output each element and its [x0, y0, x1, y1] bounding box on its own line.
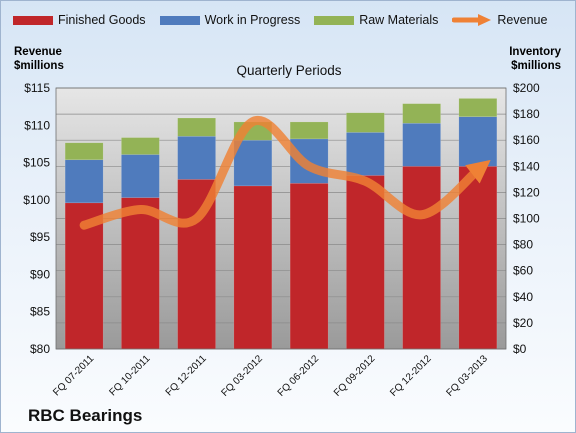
left-tick-label: $95 [30, 230, 50, 244]
legend-item-wip: Work in Progress [159, 13, 301, 27]
wip-swatch [159, 15, 200, 25]
category-label: FQ 09-2012 [332, 353, 378, 399]
right-tick-label: $0 [513, 342, 527, 356]
category-label: FQ 06-2012 [276, 353, 322, 399]
left-tick-label: $80 [30, 342, 50, 356]
right-tick-label: $60 [513, 264, 533, 278]
bar-raw-materials [64, 142, 104, 161]
left-tick-label: $110 [24, 118, 50, 132]
legend-item-revenue: Revenue [452, 13, 547, 27]
bar-raw-materials [346, 112, 385, 133]
left-axis-title-line1: Revenue [14, 46, 62, 58]
left-tick-label: $100 [23, 193, 50, 207]
category-label: FQ 07-2011 [51, 353, 96, 398]
bar-finished-goods [289, 183, 329, 350]
bar-work-in-progress [64, 159, 104, 204]
left-axis-title: Revenue $millions [14, 45, 64, 73]
category-label: FQ 03-2012 [219, 353, 265, 399]
right-axis-title-line2: $millions [511, 60, 561, 72]
bar-finished-goods [121, 197, 160, 350]
bar-raw-materials [289, 121, 329, 140]
legend: Finished Goods Work in Progress Raw Mate… [13, 11, 563, 29]
legend-label-wip: Work in Progress [204, 13, 301, 27]
bar-finished-goods [458, 166, 498, 350]
category-label: FQ 12-2012 [388, 353, 434, 399]
legend-label-raw-materials: Raw Materials [359, 13, 439, 27]
legend-item-finished-goods: Finished Goods [13, 13, 146, 27]
legend-label-finished-goods: Finished Goods [58, 13, 146, 27]
right-tick-label: $20 [513, 316, 533, 330]
bar-finished-goods [233, 185, 273, 350]
revenue-arrow-icon [452, 14, 492, 26]
right-tick-label: $80 [513, 238, 533, 252]
bar-work-in-progress [458, 116, 498, 167]
left-tick-label: $115 [24, 81, 50, 95]
finished-goods-swatch [13, 15, 53, 25]
bar-work-in-progress [346, 132, 385, 176]
bar-work-in-progress [121, 154, 160, 198]
right-tick-label: $160 [513, 133, 540, 147]
bar-finished-goods [346, 175, 385, 350]
bar-raw-materials [458, 98, 498, 117]
right-tick-label: $100 [513, 212, 540, 226]
revenue-line [79, 116, 491, 230]
legend-item-raw-materials: Raw Materials [314, 13, 438, 27]
right-axis-title-line1: Inventory [509, 46, 561, 58]
bar-finished-goods [402, 166, 441, 350]
company-name: RBC Bearings [28, 406, 143, 425]
left-tick-label: $105 [23, 156, 50, 170]
category-label: FQ 10-2011 [108, 353, 153, 398]
right-tick-label: $140 [513, 159, 540, 173]
plot-border [55, 87, 507, 350]
bar-raw-materials [121, 137, 160, 155]
right-tick-label: $120 [513, 185, 540, 199]
right-axis-title: Inventory $millions [509, 45, 561, 73]
category-label: FQ 12-2011 [164, 353, 209, 398]
category-label: FQ 03-2013 [444, 353, 490, 399]
left-tick-label: $85 [30, 305, 50, 319]
right-tick-label: $200 [513, 81, 540, 95]
left-axis-title-line2: $millions [14, 60, 64, 72]
right-tick-label: $40 [513, 290, 533, 304]
bar-work-in-progress [233, 139, 273, 187]
bar-raw-materials [177, 117, 216, 137]
chart-subtitle: Quarterly Periods [236, 63, 342, 78]
left-tick-label: $90 [30, 267, 50, 281]
bar-work-in-progress [177, 136, 216, 180]
bar-raw-materials [402, 103, 441, 124]
right-tick-label: $180 [513, 107, 540, 121]
legend-label-revenue: Revenue [497, 13, 548, 27]
bar-work-in-progress [402, 122, 441, 167]
raw-materials-swatch [314, 15, 355, 25]
